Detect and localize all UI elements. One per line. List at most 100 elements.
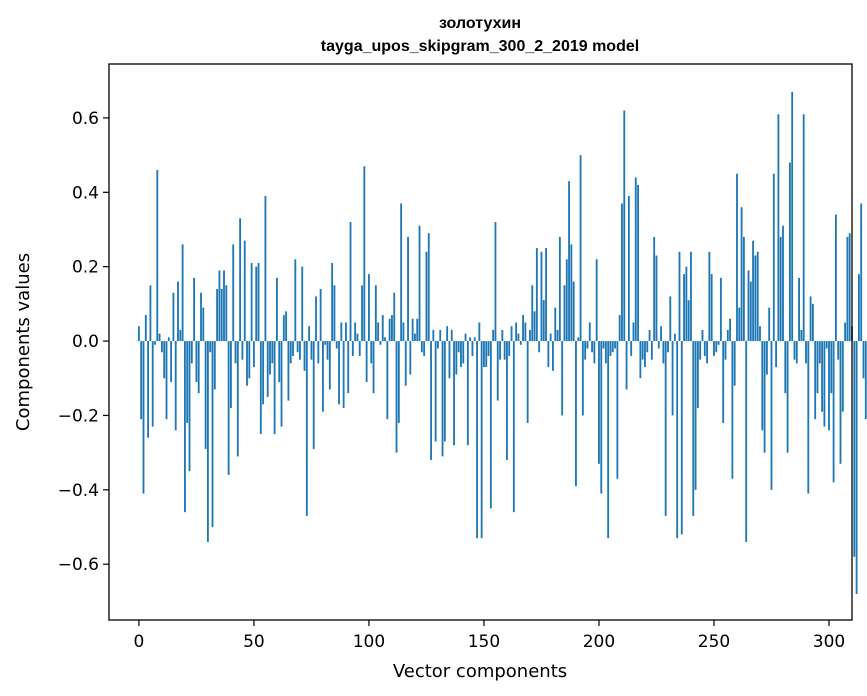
bar bbox=[351, 341, 354, 356]
bar bbox=[779, 236, 782, 342]
y-tick-label: −0.4 bbox=[58, 481, 99, 501]
bar bbox=[476, 341, 478, 539]
plot-frame bbox=[108, 63, 853, 621]
bar bbox=[639, 341, 642, 379]
bar bbox=[577, 337, 580, 342]
bar bbox=[687, 300, 690, 342]
bar bbox=[690, 251, 692, 342]
bar bbox=[299, 341, 301, 360]
bar bbox=[834, 214, 837, 342]
bar bbox=[703, 341, 706, 356]
bar bbox=[818, 341, 821, 364]
x-axis-label: Vector components bbox=[393, 661, 567, 682]
bar bbox=[273, 341, 276, 435]
bar bbox=[839, 341, 842, 464]
bar bbox=[172, 292, 175, 342]
bar bbox=[151, 341, 154, 427]
bar bbox=[667, 341, 669, 353]
bar bbox=[821, 341, 824, 412]
bar bbox=[506, 341, 508, 461]
bar bbox=[627, 196, 630, 342]
bar bbox=[862, 341, 865, 379]
bar bbox=[400, 203, 403, 342]
bar bbox=[722, 341, 725, 423]
bar bbox=[142, 341, 145, 494]
bar bbox=[846, 236, 849, 342]
bar bbox=[480, 341, 483, 539]
bar bbox=[487, 341, 490, 356]
bar bbox=[531, 285, 534, 342]
x-tick-label: 0 bbox=[133, 632, 144, 652]
bar bbox=[742, 236, 745, 342]
bar bbox=[292, 341, 294, 356]
bar bbox=[512, 341, 515, 513]
x-tick-label: 200 bbox=[583, 632, 615, 652]
bar bbox=[280, 341, 283, 427]
bar bbox=[844, 322, 847, 342]
bar bbox=[381, 315, 384, 342]
bar bbox=[756, 251, 759, 342]
bar bbox=[204, 341, 207, 449]
bar bbox=[271, 341, 274, 364]
bar bbox=[377, 322, 380, 342]
bar bbox=[533, 311, 536, 342]
bar bbox=[206, 341, 209, 542]
bar bbox=[347, 341, 350, 394]
bar bbox=[462, 341, 465, 364]
bar bbox=[253, 341, 255, 368]
bar bbox=[630, 341, 633, 356]
bar bbox=[397, 341, 400, 423]
bar bbox=[552, 341, 554, 371]
bar bbox=[768, 307, 771, 342]
bar bbox=[393, 292, 396, 342]
bar bbox=[828, 341, 830, 431]
bar bbox=[570, 244, 573, 342]
bar bbox=[765, 341, 768, 375]
bar bbox=[754, 255, 757, 342]
bar bbox=[660, 326, 662, 342]
bar bbox=[680, 341, 683, 535]
bar bbox=[759, 326, 761, 342]
bar bbox=[430, 341, 432, 461]
bar bbox=[181, 244, 184, 342]
bar bbox=[662, 341, 665, 364]
bar bbox=[522, 315, 524, 342]
bar bbox=[374, 285, 377, 342]
bar bbox=[312, 341, 315, 449]
bar bbox=[326, 341, 329, 360]
bar bbox=[485, 341, 488, 368]
bar bbox=[489, 341, 492, 509]
bar bbox=[591, 341, 593, 353]
bar bbox=[434, 341, 437, 442]
bar bbox=[547, 341, 550, 368]
bar bbox=[432, 329, 435, 342]
bar bbox=[216, 289, 219, 342]
y-tick-label: 0.2 bbox=[72, 258, 99, 278]
bar bbox=[644, 341, 646, 368]
bar bbox=[404, 341, 407, 386]
bar bbox=[248, 341, 251, 379]
bar bbox=[200, 292, 202, 342]
bar bbox=[156, 169, 159, 342]
bar bbox=[361, 285, 363, 342]
bar bbox=[471, 341, 474, 356]
bar bbox=[342, 341, 345, 409]
bar bbox=[322, 341, 324, 412]
bar bbox=[230, 341, 232, 409]
bar bbox=[692, 341, 695, 516]
bar bbox=[848, 233, 851, 342]
bar bbox=[618, 315, 621, 342]
bar bbox=[407, 236, 409, 342]
bar bbox=[333, 285, 336, 342]
bar bbox=[832, 341, 835, 483]
bar bbox=[657, 341, 660, 349]
bar bbox=[220, 289, 223, 342]
bar bbox=[218, 270, 221, 342]
bar bbox=[535, 248, 538, 342]
bar bbox=[420, 341, 423, 353]
bar bbox=[469, 337, 472, 342]
bar bbox=[676, 341, 679, 539]
bar bbox=[395, 341, 398, 453]
bar bbox=[402, 322, 405, 342]
